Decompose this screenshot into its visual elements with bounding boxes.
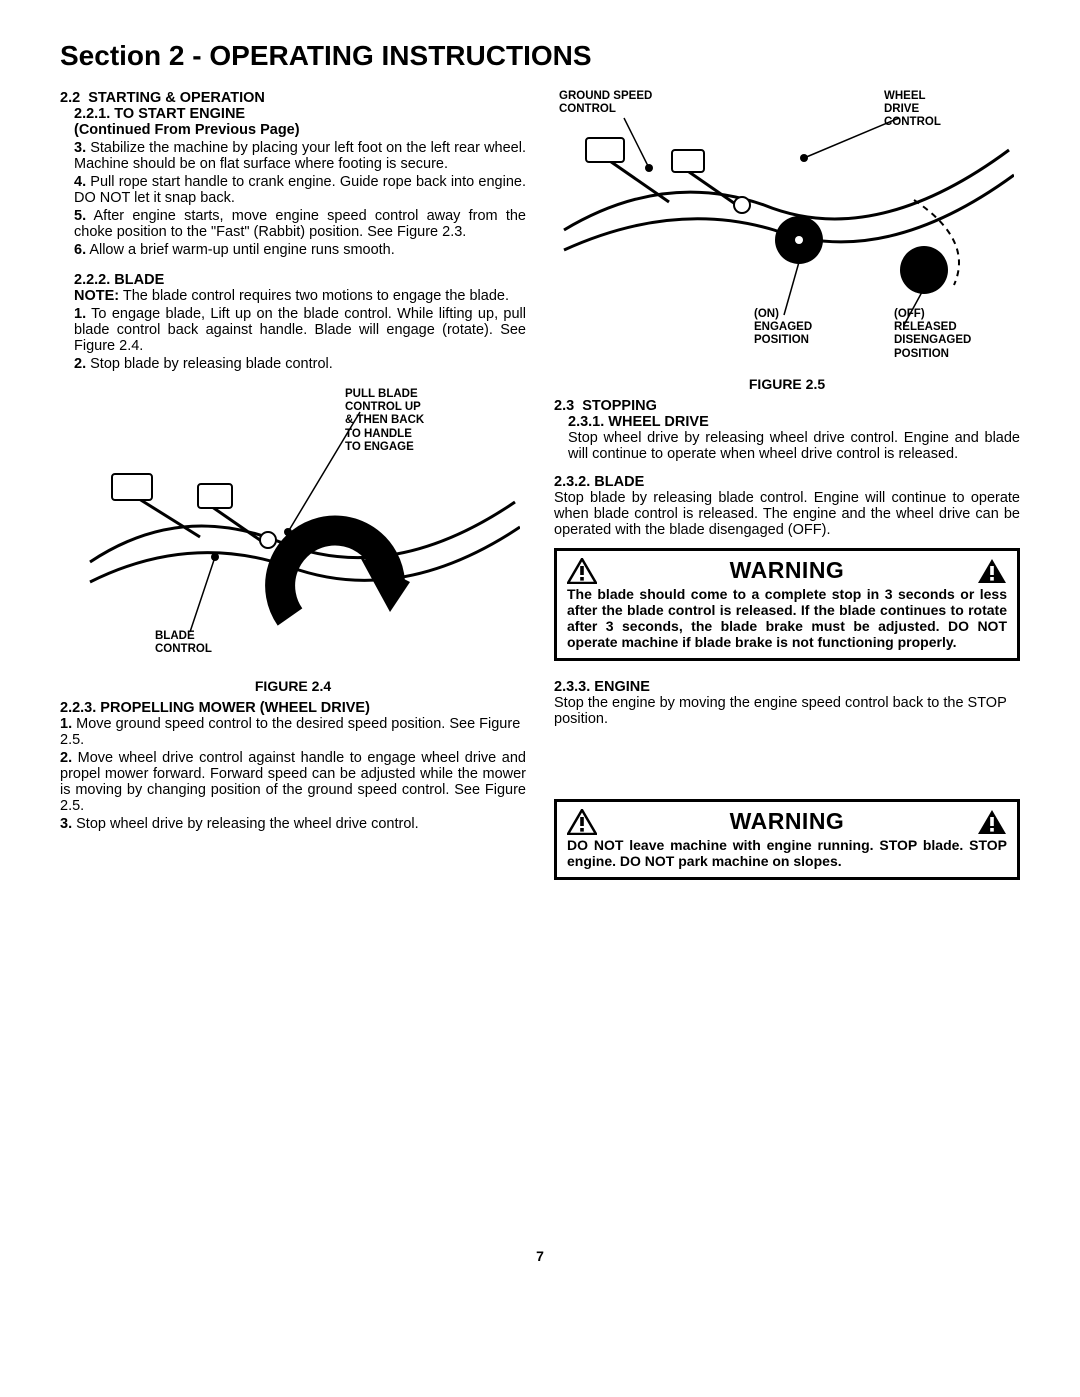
heading-2-2: 2.2 STARTING & OPERATION xyxy=(60,90,526,106)
blade-2: 2. Stop blade by releasing blade control… xyxy=(74,356,526,372)
note-label: NOTE: xyxy=(74,288,119,304)
stop-engine: Stop the engine by moving the engine spe… xyxy=(554,695,1020,727)
txt: To engage blade, Lift up on the blade co… xyxy=(74,306,526,354)
txt: Move ground speed control to the desired… xyxy=(60,716,520,748)
num: 3. xyxy=(60,816,72,832)
heading-2-3-1: 2.3.1. WHEEL DRIVE xyxy=(568,414,1020,430)
txt: The blade control requires two motions t… xyxy=(119,288,509,304)
warning-head: WARNING xyxy=(567,808,1007,835)
figure-2-4: PULL BLADE CONTROL UP & THEN BACK TO HAN… xyxy=(60,382,526,672)
fig25-label-wheel: WHEEL DRIVE CONTROL xyxy=(884,90,941,130)
txt: Pull rope start handle to crank engine. … xyxy=(74,174,526,206)
blade-1: 1. To engage blade, Lift up on the blade… xyxy=(74,306,526,354)
warning-head: WARNING xyxy=(567,557,1007,584)
figure-2-4-caption: FIGURE 2.4 xyxy=(60,678,526,694)
heading-2-2-2: 2.2.2. BLADE xyxy=(74,272,526,288)
warning-box-2: WARNING DO NOT leave machine with engine… xyxy=(554,799,1020,880)
txt: Stabilize the machine by placing your le… xyxy=(74,140,526,172)
fig24-label-pull: PULL BLADE CONTROL UP & THEN BACK TO HAN… xyxy=(345,388,424,454)
warning-triangle-icon xyxy=(567,558,597,584)
heading-2-2-1: 2.2.1. TO START ENGINE xyxy=(74,106,526,122)
txt: Allow a brief warm-up until engine runs … xyxy=(86,242,395,258)
txt: Stop wheel drive by releasing the wheel … xyxy=(72,816,419,832)
para-3: 3. Stabilize the machine by placing your… xyxy=(74,140,526,172)
num: 2. xyxy=(74,356,86,372)
fig24-label-blade: BLADE CONTROL xyxy=(155,630,212,656)
warning-box-1: WARNING The blade should come to a compl… xyxy=(554,548,1020,661)
num: 5. xyxy=(74,208,86,224)
sec-num: 2.3 xyxy=(554,398,574,414)
note-para: NOTE: The blade control requires two mot… xyxy=(74,288,526,304)
two-column-layout: 2.2 STARTING & OPERATION 2.2.1. TO START… xyxy=(60,90,1020,898)
continued-note: (Continued From Previous Page) xyxy=(74,122,526,138)
heading-2-3-2: 2.3.2. BLADE xyxy=(554,474,1020,490)
para-6: 6. Allow a brief warm-up until engine ru… xyxy=(74,242,526,258)
heading-2-3: 2.3 STOPPING xyxy=(554,398,1020,414)
num: 6. xyxy=(74,242,86,258)
fig25-label-off: (OFF) RELEASED DISENGAGED POSITION xyxy=(894,308,971,361)
sec-title: STARTING & OPERATION xyxy=(88,90,265,106)
num: 1. xyxy=(74,306,86,322)
stop-wheel: Stop wheel drive by releasing wheel driv… xyxy=(568,430,1020,462)
fig25-label-on: (ON) ENGAGED POSITION xyxy=(754,308,812,348)
right-column: GROUND SPEED CONTROL WHEEL DRIVE CONTROL… xyxy=(554,90,1020,898)
fig25-label-ground: GROUND SPEED CONTROL xyxy=(559,90,652,116)
num: 2. xyxy=(60,750,72,766)
figure-2-4-svg xyxy=(60,382,520,672)
page-number: 7 xyxy=(60,1248,1020,1264)
num: 3. xyxy=(74,140,86,156)
txt: Move wheel drive control against handle … xyxy=(60,750,526,814)
wheel-2: 2. Move wheel drive control against hand… xyxy=(60,750,526,814)
txt: After engine starts, move engine speed c… xyxy=(74,208,526,240)
num: 1. xyxy=(60,716,72,732)
heading-2-3-3: 2.3.3. ENGINE xyxy=(554,679,1020,695)
warning-text-1: The blade should come to a complete stop… xyxy=(567,586,1007,650)
warning-triangle-icon xyxy=(567,809,597,835)
left-column: 2.2 STARTING & OPERATION 2.2.1. TO START… xyxy=(60,90,526,898)
figure-2-5: GROUND SPEED CONTROL WHEEL DRIVE CONTROL… xyxy=(554,90,1020,370)
stop-blade: Stop blade by releasing blade control. E… xyxy=(554,490,1020,538)
heading-2-2-3: 2.2.3. PROPELLING MOWER (WHEEL DRIVE) xyxy=(60,700,526,716)
warning-word: WARNING xyxy=(730,808,845,835)
warning-triangle-icon xyxy=(977,809,1007,835)
warning-word: WARNING xyxy=(730,557,845,584)
num: 4. xyxy=(74,174,86,190)
sec-title: STOPPING xyxy=(582,398,657,414)
wheel-3: 3. Stop wheel drive by releasing the whe… xyxy=(60,816,526,832)
para-5: 5. After engine starts, move engine spee… xyxy=(74,208,526,240)
para-4: 4. Pull rope start handle to crank engin… xyxy=(74,174,526,206)
figure-2-5-caption: FIGURE 2.5 xyxy=(554,376,1020,392)
wheel-1: 1. Move ground speed control to the desi… xyxy=(60,716,526,748)
sec-num: 2.2 xyxy=(60,90,80,106)
txt: Stop blade by releasing blade control. xyxy=(86,356,333,372)
warning-text-2: DO NOT leave machine with engine running… xyxy=(567,837,1007,869)
page-title: Section 2 - OPERATING INSTRUCTIONS xyxy=(60,40,1020,72)
warning-triangle-icon xyxy=(977,558,1007,584)
